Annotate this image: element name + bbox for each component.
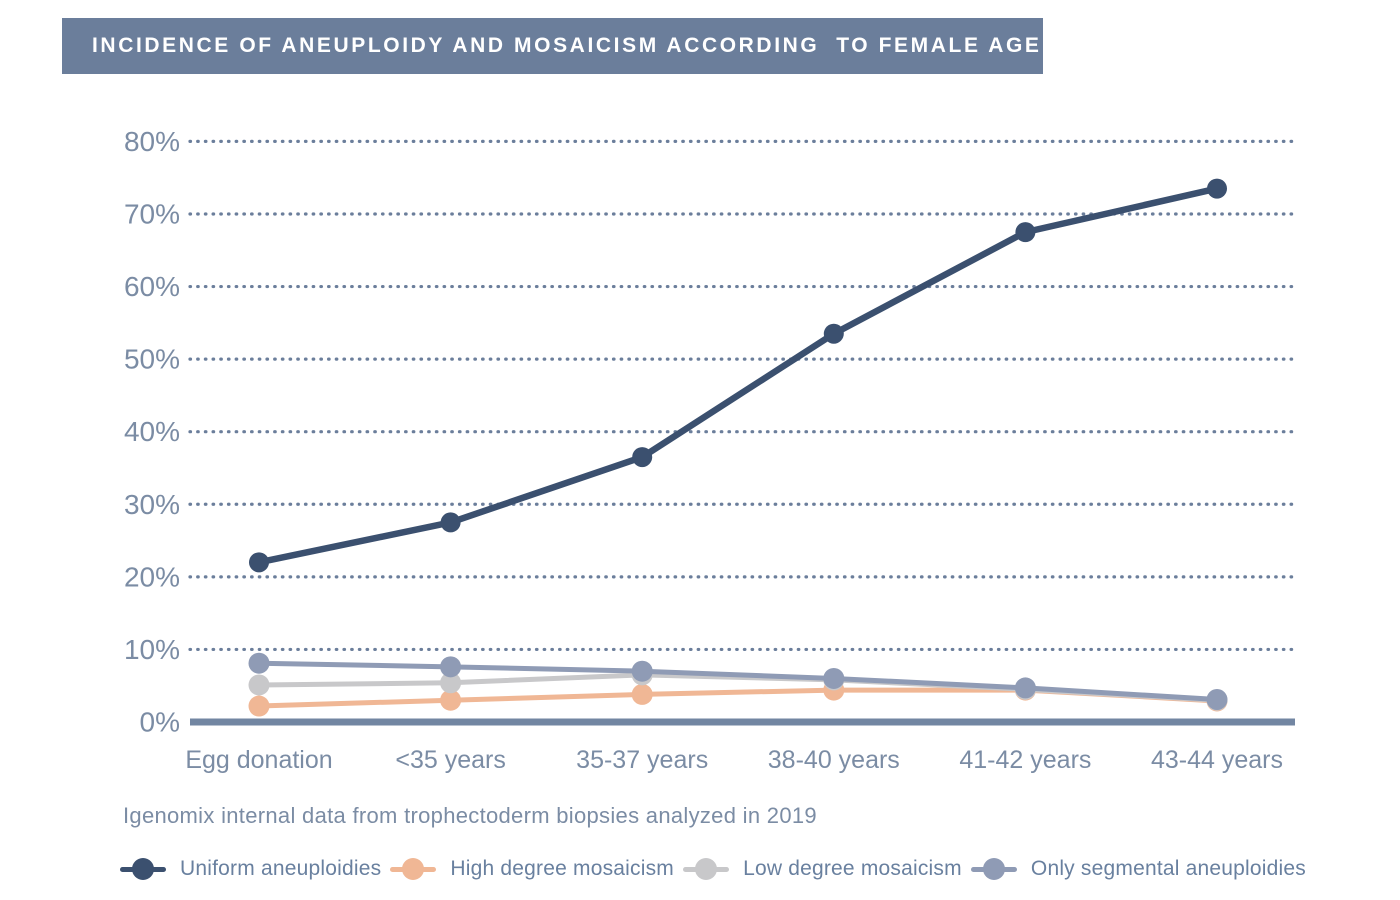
y-tick-label: 70%: [124, 198, 180, 229]
legend-line-dot-icon: [970, 854, 1017, 884]
series-line-only-segmental-aneuploidies: [256, 660, 1220, 703]
series-marker-uniform-aneuploidies: [1015, 222, 1036, 243]
legend-label: High degree mosaicism: [450, 857, 674, 880]
series-marker-high-degree-mosaicism: [631, 683, 653, 705]
x-tick-label: 41-42 years: [959, 746, 1091, 774]
series-line-low-degree-mosaicism: [256, 672, 1220, 703]
legend-item-uniform-aneuploidies: Uniform aneuploidies: [120, 854, 381, 884]
series-marker-only-segmental-aneuploidies: [440, 656, 462, 678]
legend-line-dot-icon: [120, 854, 166, 884]
series-marker-uniform-aneuploidies: [440, 512, 461, 533]
series-marker-only-segmental-aneuploidies: [1206, 689, 1228, 711]
y-tick-label: 40%: [124, 416, 180, 447]
y-tick-label: 50%: [124, 344, 180, 375]
x-tick-label: Egg donation: [185, 746, 332, 774]
series-marker-low-degree-mosaicism: [248, 674, 270, 696]
x-tick-label: 43-44 years: [1151, 746, 1283, 774]
legend-label: Only segmental aneuploidies: [1030, 857, 1306, 880]
x-tick-label: <35 years: [395, 746, 506, 774]
y-tick-label: 0%: [140, 707, 180, 738]
y-tick-label: 80%: [124, 126, 180, 157]
chart-title: INCIDENCE OF ANEUPLOIDY AND MOSAICISM AC…: [92, 34, 1042, 57]
x-tick-label: 35-37 years: [576, 746, 708, 774]
legend-line-dot-icon: [683, 854, 730, 884]
series-marker-only-segmental-aneuploidies: [1014, 677, 1036, 699]
series-marker-uniform-aneuploidies: [632, 447, 653, 468]
chart-title-bar: INCIDENCE OF ANEUPLOIDY AND MOSAICISM AC…: [62, 18, 1043, 74]
series-marker-uniform-aneuploidies: [1207, 178, 1227, 199]
legend-item-high-degree-mosaicism: High degree mosaicism: [390, 854, 674, 884]
legend: Uniform aneuploidies High degree mosaicis…: [120, 854, 1306, 884]
x-tick-label: 38-40 years: [768, 746, 900, 774]
series-marker-only-segmental-aneuploidies: [631, 660, 653, 682]
series-marker-uniform-aneuploidies: [823, 323, 844, 344]
series-marker-high-degree-mosaicism: [440, 689, 462, 711]
legend-line-dot-icon: [390, 854, 437, 884]
series-marker-uniform-aneuploidies: [249, 552, 269, 573]
y-tick-label: 60%: [124, 271, 180, 302]
legend-label: Low degree mosaicism: [743, 857, 962, 880]
legend-label: Uniform aneuploidies: [180, 857, 382, 880]
series-marker-high-degree-mosaicism: [248, 695, 270, 717]
series-line-uniform-aneuploidies: [255, 185, 1221, 566]
legend-item-only-segmental-aneuploidies: Only segmental aneuploidies: [970, 854, 1306, 884]
y-tick-label: 10%: [124, 634, 180, 665]
y-tick-label: 30%: [124, 489, 180, 520]
y-tick-label: 20%: [124, 561, 180, 592]
series-marker-only-segmental-aneuploidies: [823, 667, 845, 689]
source-note: Igenomix internal data from trophectoder…: [123, 803, 817, 828]
legend-item-low-degree-mosaicism: Low degree mosaicism: [683, 854, 962, 884]
series-marker-only-segmental-aneuploidies: [248, 652, 270, 674]
series-marker-low-degree-mosaicism: [440, 672, 462, 694]
